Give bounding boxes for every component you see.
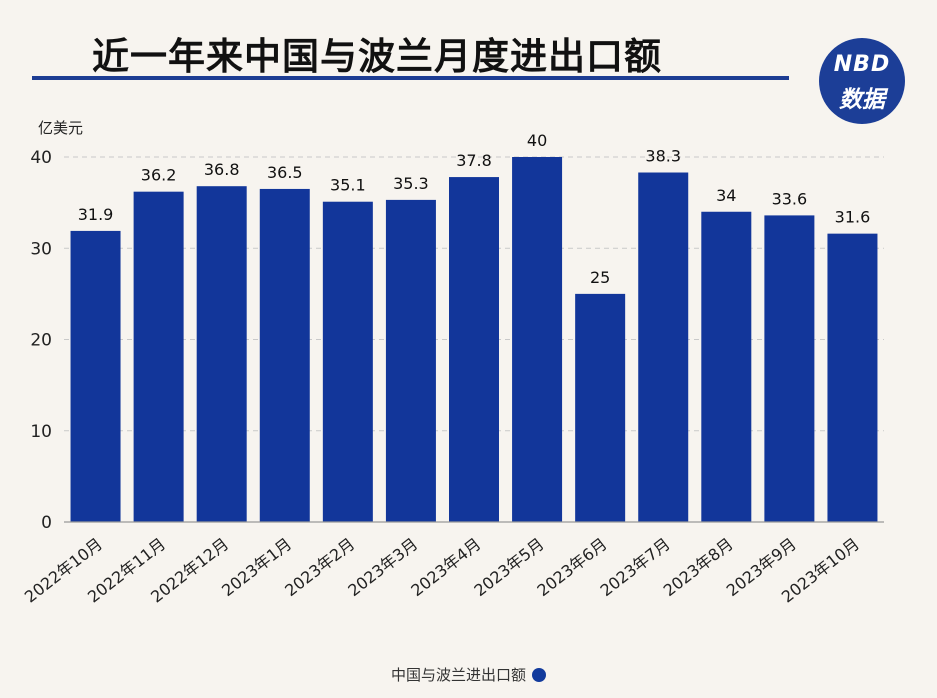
y-tick-label: 0 [41,513,52,533]
legend-swatch [532,668,546,682]
x-tick-label: 2023年3月 [344,534,421,600]
data-label: 33.6 [772,189,808,208]
bar [196,186,247,522]
x-tick-label: 2023年4月 [407,534,484,600]
data-label: 36.8 [204,160,240,179]
x-tick-label: 2023年1月 [218,534,295,600]
logo-text-top: NBD [833,52,891,77]
bar [512,157,563,522]
x-tick-label: 2023年8月 [660,534,737,600]
bar [259,188,310,522]
data-label: 25 [590,268,610,287]
legend: 中国与波兰进出口额 [0,664,937,685]
bar [638,172,689,522]
chart-title: 近一年来中国与波兰月度进出口额 [92,35,662,78]
bar [133,191,184,523]
bar [764,215,815,522]
nbd-logo: NBD 数据 [819,38,905,124]
data-label: 37.8 [456,151,492,170]
bar [575,293,626,522]
bar [70,230,121,522]
y-tick-label: 30 [30,239,52,259]
bar [701,211,752,522]
data-label: 35.3 [393,174,429,193]
y-tick-label: 10 [30,422,52,442]
x-tick-label: 2023年5月 [471,534,548,600]
data-label: 31.6 [835,208,871,227]
x-tick-label: 2023年2月 [281,534,358,600]
y-axis-label: 亿美元 [38,119,83,137]
data-label: 34 [716,186,736,205]
data-label: 35.1 [330,176,366,195]
bar [449,177,499,522]
bar [322,201,373,522]
data-label: 40 [527,131,547,150]
y-tick-label: 40 [30,148,52,168]
logo-text-bottom: 数据 [839,87,885,113]
bar [827,233,878,522]
legend-label: 中国与波兰进出口额 [390,666,526,684]
title-underline [32,76,789,80]
y-tick-label: 20 [30,331,52,351]
x-tick-label: 2023年7月 [597,534,674,600]
data-label: 31.9 [78,205,114,224]
bar [385,199,436,522]
x-tick-label: 2023年6月 [534,534,611,600]
data-label: 38.3 [645,147,681,166]
data-label: 36.5 [267,163,303,182]
data-label: 36.2 [141,166,177,185]
